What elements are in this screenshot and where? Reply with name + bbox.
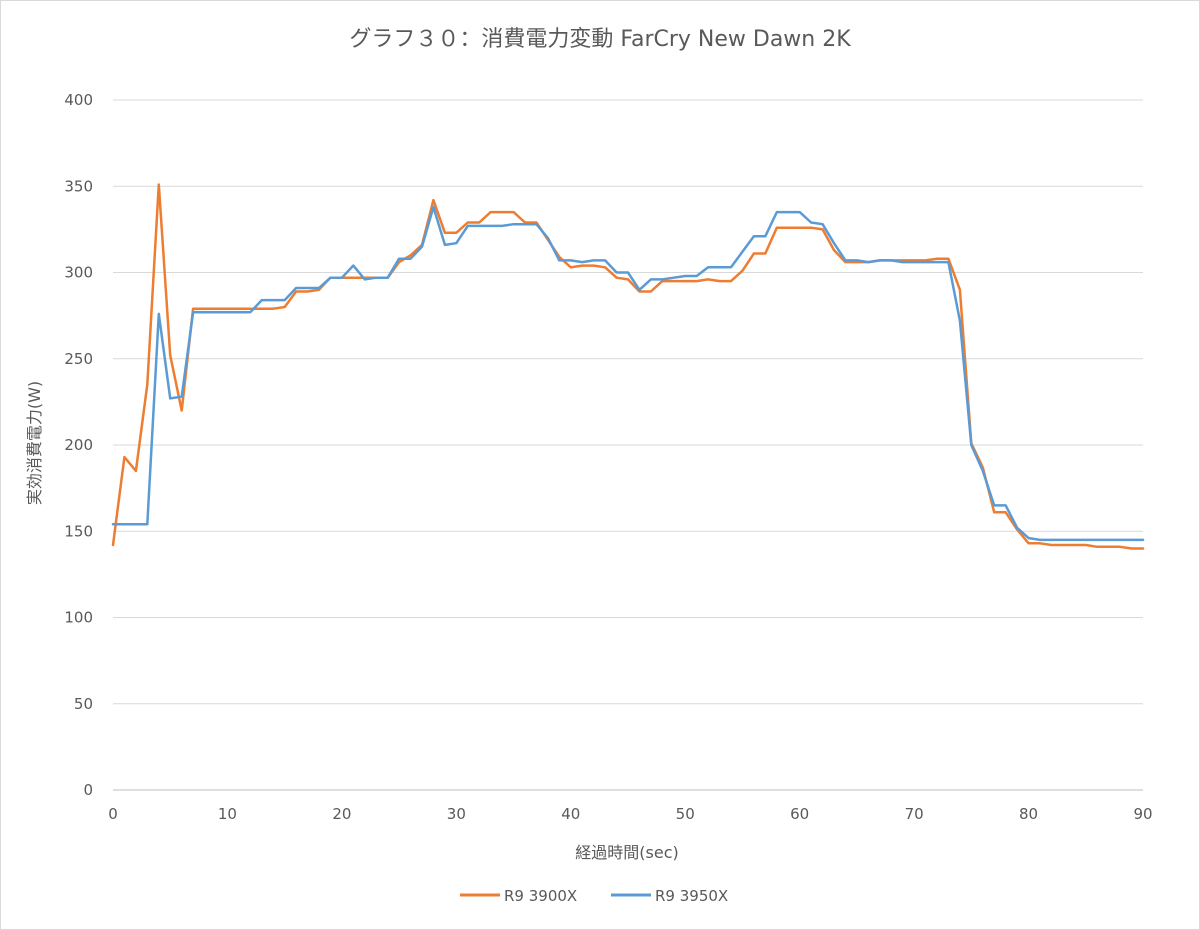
y-axis-label: 実効消費電力(W) [25,381,44,505]
y-tick-labels: 0 50 100 150 200 250 300 350 400 [64,91,93,799]
legend: R9 3900X R9 3950X [460,887,728,905]
series-line-1 [111,183,1145,550]
y-tick-label: 50 [74,695,93,713]
y-tick-label: 0 [83,781,93,799]
y-tick-label: 200 [64,436,93,454]
x-tick-label: 70 [905,805,924,823]
legend-label-1: R9 3900X [504,887,577,905]
y-tick-label: 400 [64,91,93,109]
x-tick-label: 30 [447,805,466,823]
x-tick-label: 60 [790,805,809,823]
y-tick-label: 250 [64,350,93,368]
x-tick-label: 40 [561,805,580,823]
series-lines [111,183,1145,550]
x-tick-label: 90 [1133,805,1152,823]
y-tick-label: 300 [64,264,93,282]
x-tick-labels: 0 10 20 30 40 50 60 70 80 90 [108,805,1152,823]
series-line-2 [111,205,1145,542]
x-tick-label: 10 [218,805,237,823]
x-tick-label: 80 [1019,805,1038,823]
x-axis-label: 経過時間(sec) [575,843,678,862]
y-tick-label: 150 [64,522,93,540]
x-tick-label: 20 [332,805,351,823]
y-tick-label: 100 [64,609,93,627]
gridlines [113,99,1143,791]
legend-label-2: R9 3950X [655,887,728,905]
chart-title: グラフ３０：消費電力変動 FarCry New Dawn 2K [349,27,851,52]
y-tick-label: 350 [64,177,93,195]
x-tick-label: 50 [676,805,695,823]
x-tick-label: 0 [108,805,118,823]
